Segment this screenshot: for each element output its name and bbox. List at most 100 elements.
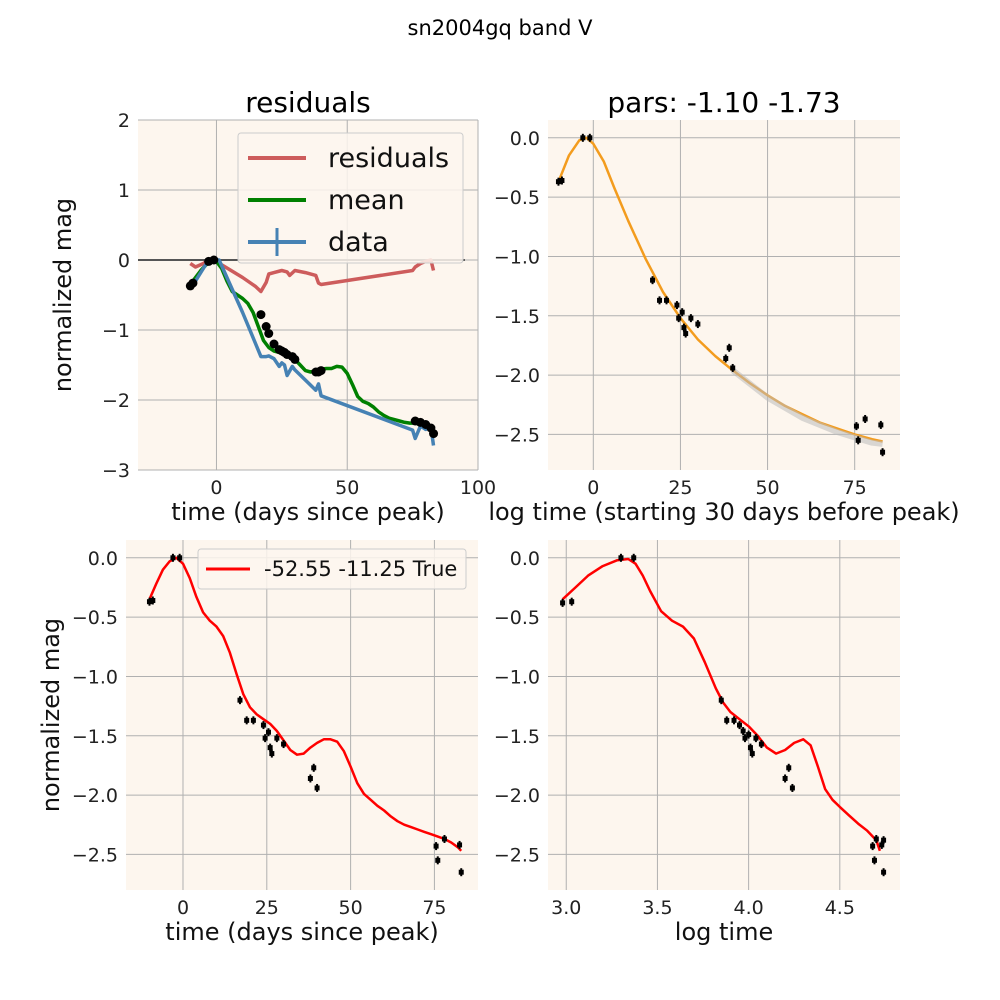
data-point <box>724 717 730 723</box>
data-point <box>274 735 280 741</box>
y-tick-label: −0.5 <box>72 607 118 629</box>
y-tick-label: −1.0 <box>494 666 540 688</box>
y-tick-label: −1.5 <box>494 306 540 328</box>
panel-fit-time: 0 25 50 75 0.0 −0.5 −1.0 −1.5 −2.0 −2.5 time (days… <box>37 540 478 946</box>
legend-box <box>237 132 464 264</box>
data-point <box>146 599 152 605</box>
data-point <box>674 302 680 308</box>
data-point <box>177 555 183 561</box>
y-tick-label: 0 <box>118 250 130 272</box>
x-tick-label: 50 <box>335 477 359 499</box>
y-tick-label: −2 <box>102 390 130 412</box>
data-point <box>170 555 176 561</box>
data-point <box>261 322 271 331</box>
data-point <box>726 345 732 351</box>
data-point <box>676 315 682 321</box>
series-line-series-1 <box>730 367 883 447</box>
data-point <box>559 178 565 184</box>
data-point <box>718 697 724 703</box>
data-point <box>870 843 876 849</box>
data-point <box>789 785 795 791</box>
data-point <box>731 717 737 723</box>
data-point <box>441 836 447 842</box>
legend-label: -52.55 -11.25 True <box>264 557 457 581</box>
data-point <box>683 331 689 337</box>
data-point <box>747 745 753 751</box>
data-point <box>873 836 879 842</box>
legend-label: residuals <box>328 143 449 174</box>
data-point <box>881 869 887 875</box>
data-point <box>753 735 759 741</box>
x-tick-label: 3.5 <box>642 897 672 919</box>
data-point <box>631 555 637 561</box>
y-tick-label: −1.0 <box>72 666 118 688</box>
data-point <box>749 751 755 757</box>
data-point <box>457 842 463 848</box>
data-point <box>281 741 287 747</box>
data-point <box>555 179 561 185</box>
y-tick-label: 1 <box>118 180 130 202</box>
data-point <box>742 735 748 741</box>
data-point <box>853 423 859 429</box>
y-tick-label: −2.0 <box>494 785 540 807</box>
plot-area <box>548 120 900 470</box>
plot-content <box>555 133 886 457</box>
data-point <box>862 416 868 422</box>
plot-area <box>548 540 900 890</box>
x-axis-label: log time (starting 30 days before peak) <box>488 498 959 526</box>
data-point <box>267 745 273 751</box>
x-tick-label: 75 <box>422 897 446 919</box>
x-tick-label: 75 <box>843 477 867 499</box>
data-point <box>260 722 266 728</box>
x-tick-label: 4.0 <box>734 897 764 919</box>
y-tick-label: −1 <box>102 320 130 342</box>
data-point <box>569 599 575 605</box>
data-point <box>657 297 663 303</box>
y-tick-label: −3 <box>102 460 130 482</box>
y-tick-label: −1.0 <box>494 246 540 268</box>
data-point <box>618 555 624 561</box>
series-line--52-55-11-25-true <box>148 556 463 852</box>
x-tick-label: 3.0 <box>551 897 581 919</box>
data-point <box>880 449 886 455</box>
x-tick-label: 50 <box>755 477 779 499</box>
x-axis-label: time (days since peak) <box>171 498 444 526</box>
series-line-data <box>189 258 436 446</box>
plot-content <box>560 553 887 877</box>
data-point <box>879 842 885 848</box>
x-axis-label: time (days since peak) <box>165 918 438 946</box>
data-point <box>681 325 687 331</box>
legend-box <box>197 548 467 590</box>
data-point <box>650 277 656 283</box>
plot-content <box>146 553 464 877</box>
data-point <box>740 728 746 734</box>
legend-label: data <box>328 227 389 258</box>
legend-label: mean <box>328 185 405 216</box>
x-tick-label: 25 <box>668 477 692 499</box>
data-point <box>723 355 729 361</box>
axes-title: pars: -1.10 -1.73 <box>607 86 840 119</box>
y-tick-label: −2.5 <box>494 424 540 446</box>
data-point <box>311 765 317 771</box>
data-point <box>786 765 792 771</box>
data-point <box>560 600 566 606</box>
x-tick-label: 0 <box>177 897 189 919</box>
y-tick-label: −1.5 <box>72 726 118 748</box>
y-tick-label: −0.5 <box>494 607 540 629</box>
data-point <box>881 837 887 843</box>
data-point <box>688 315 694 321</box>
x-tick-label: 0 <box>587 477 599 499</box>
data-point <box>314 785 320 791</box>
data-point <box>871 857 877 863</box>
data-point <box>435 857 441 863</box>
data-point <box>256 310 266 320</box>
data-point <box>307 775 313 781</box>
data-point <box>746 732 752 738</box>
data-point <box>587 135 593 141</box>
plot-area <box>126 540 478 890</box>
y-tick-label: 0.0 <box>510 128 540 150</box>
y-tick-label: −2.5 <box>72 844 118 866</box>
figure-title: sn2004gq band V <box>408 16 594 40</box>
series-line-series-0 <box>561 557 882 852</box>
data-point <box>433 843 439 849</box>
